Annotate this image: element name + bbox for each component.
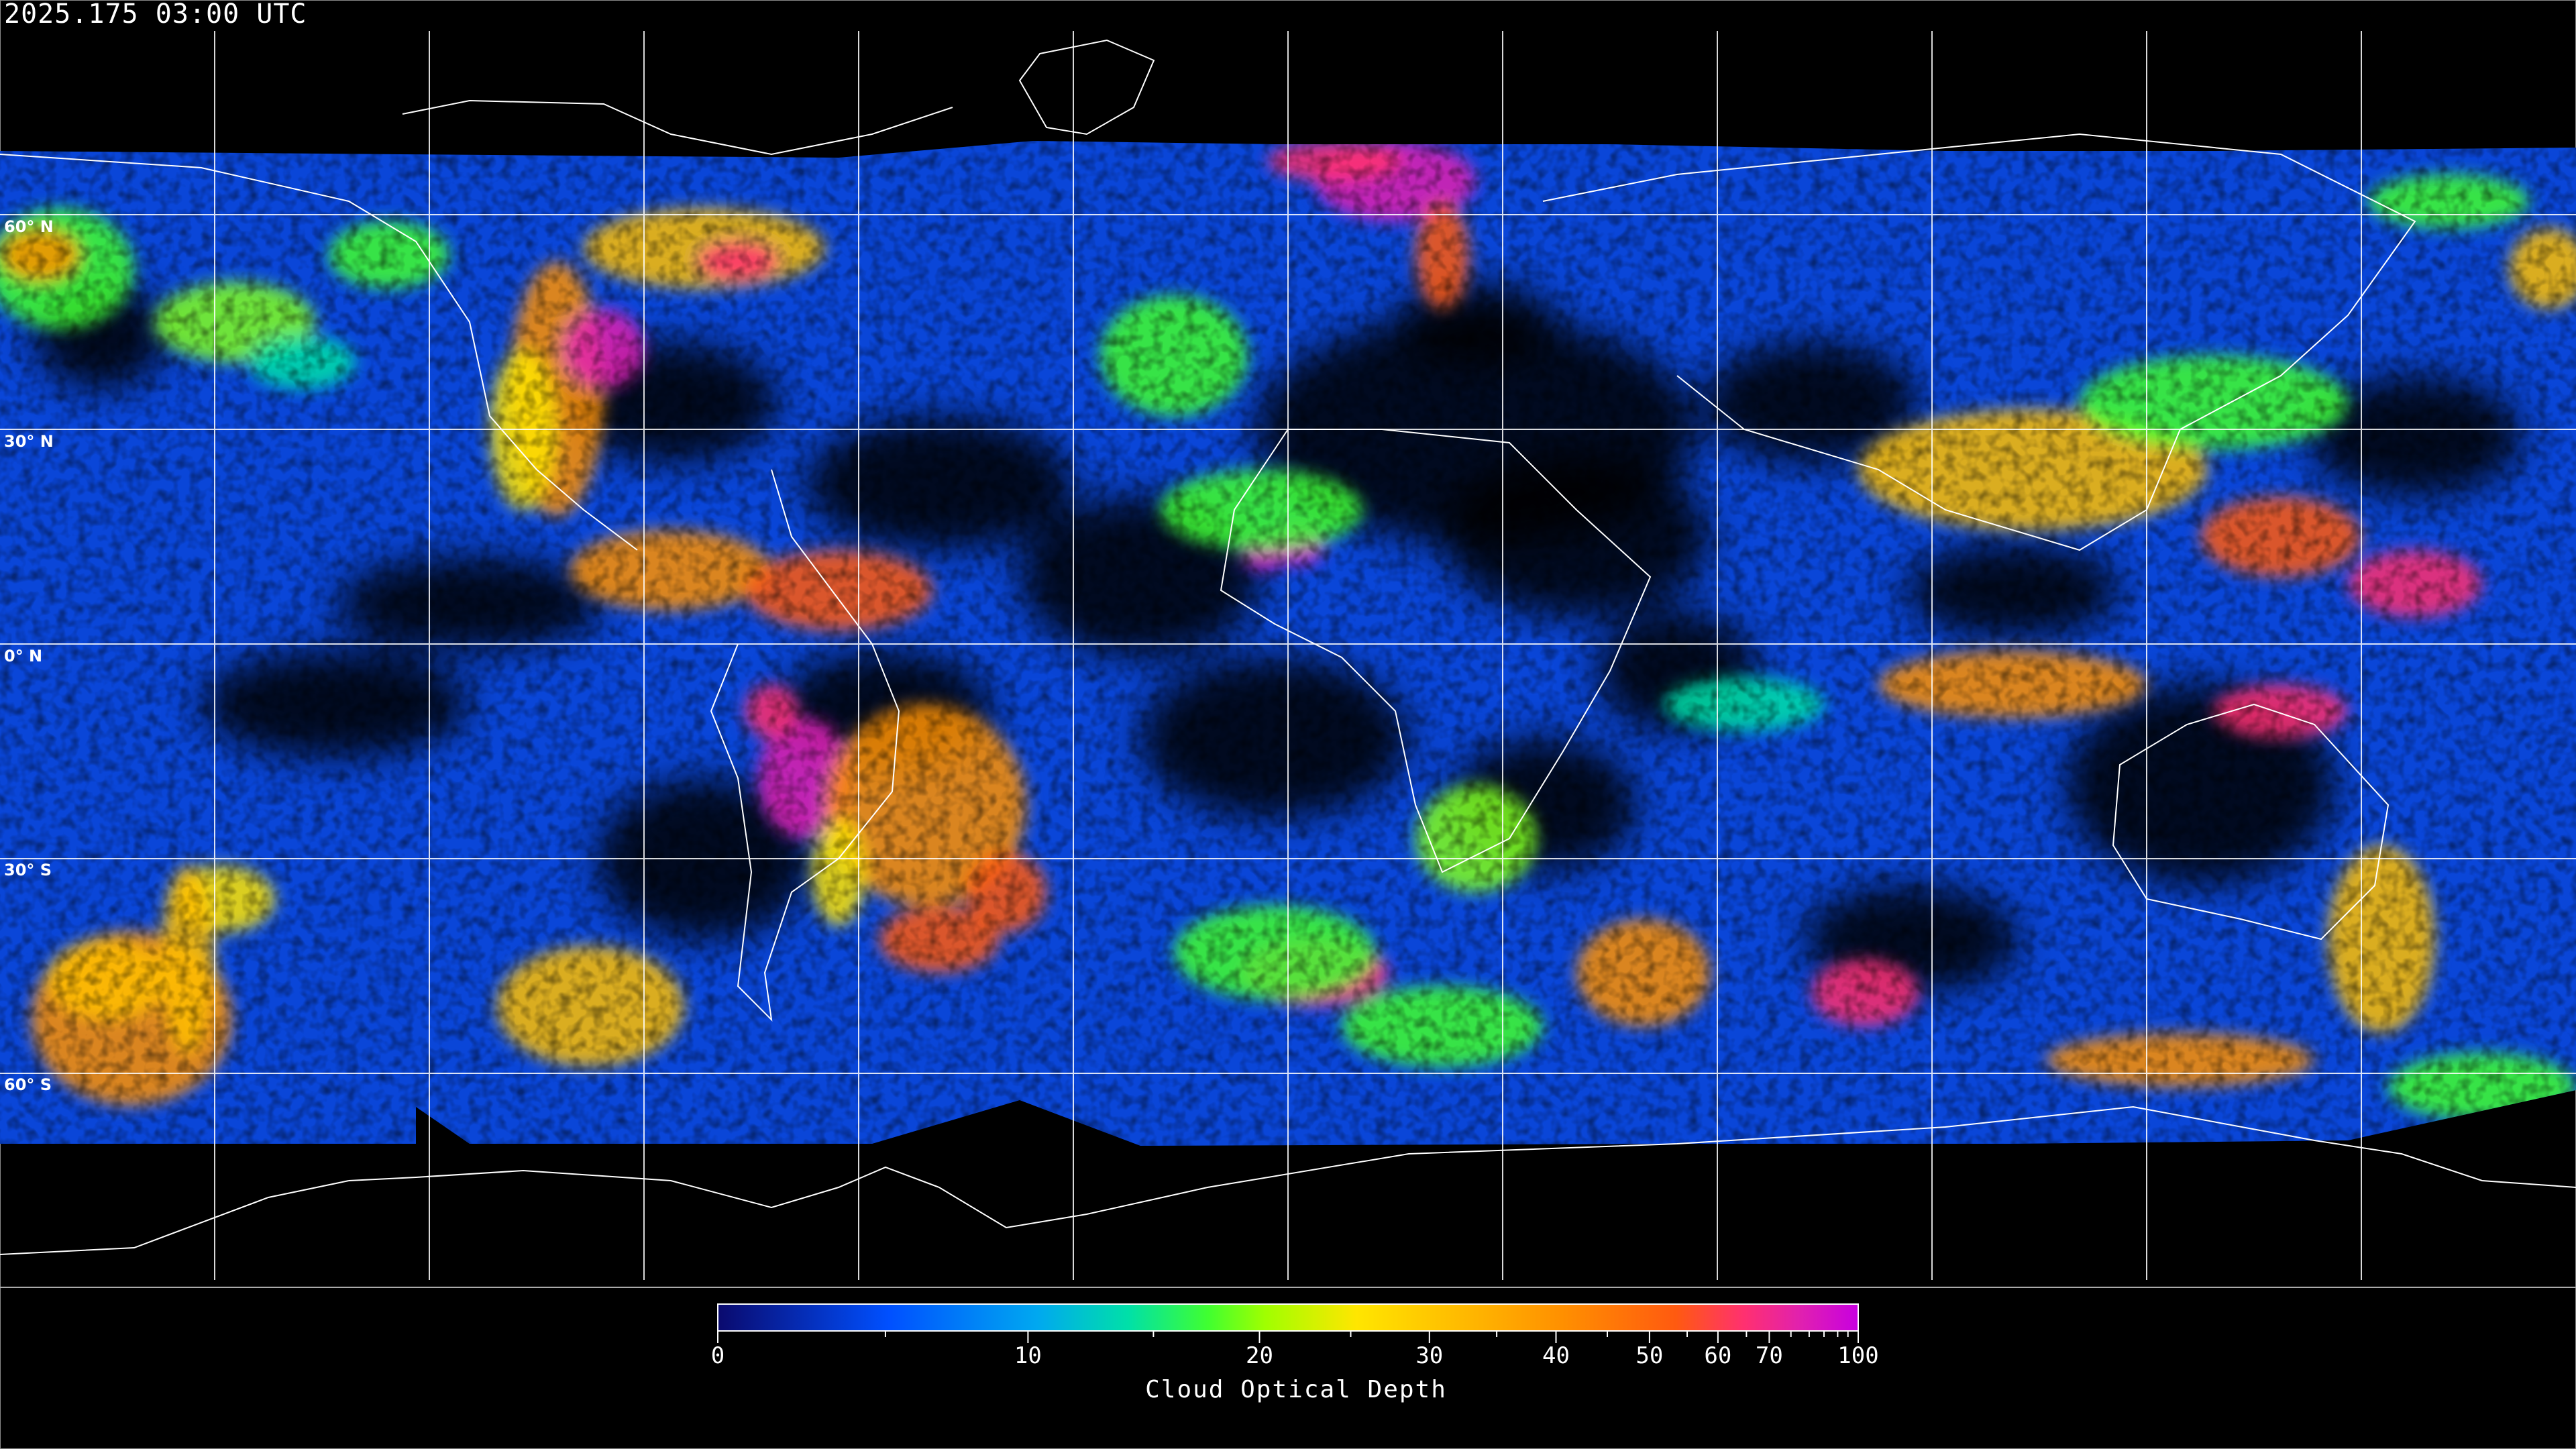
graticule <box>0 31 2576 1280</box>
coastline <box>1542 133 2416 551</box>
coastlines <box>0 39 2576 1255</box>
lat-label-30s: 30° S <box>4 861 52 879</box>
colorbar-tick-label: 0 <box>711 1342 724 1369</box>
coastline <box>0 154 638 551</box>
coastline <box>1018 39 1155 136</box>
colorbar-title: Cloud Optical Depth <box>1145 1376 1447 1403</box>
coastline <box>0 1180 350 1255</box>
lat-label-0n: 0° N <box>4 647 43 665</box>
colorbar-tick-label: 100 <box>1837 1342 1878 1369</box>
coastline <box>2112 703 2390 941</box>
lat-label-60s: 60° S <box>4 1075 52 1094</box>
colorbar-tick-label: 20 <box>1246 1342 1273 1369</box>
cloud-optical-depth-map <box>0 31 2576 1288</box>
colorbar-ticks <box>717 1332 1859 1343</box>
colorbar-tick-label: 50 <box>1635 1342 1663 1369</box>
colorbar-tick-label: 30 <box>1415 1342 1443 1369</box>
timestamp-title: 2025.175 03:00 UTC <box>4 0 307 30</box>
lat-label-60n: 60° N <box>4 217 54 236</box>
coastline <box>348 1106 2576 1229</box>
colorbar-tick-label: 70 <box>1756 1342 1783 1369</box>
colorbar-tick-label: 40 <box>1542 1342 1570 1369</box>
colorbar-tick-label: 60 <box>1704 1342 1731 1369</box>
lat-label-30n: 30° N <box>4 432 54 451</box>
coastline <box>710 469 900 1022</box>
coastline <box>1220 429 1652 873</box>
colorbar-tick-label: 10 <box>1014 1342 1042 1369</box>
colorbar-gradient <box>717 1303 1859 1332</box>
coastline <box>402 99 953 156</box>
colorbar-legend: 0 10 20 30 40 50 60 70 100 Cloud Optical Depth <box>711 1303 1879 1403</box>
